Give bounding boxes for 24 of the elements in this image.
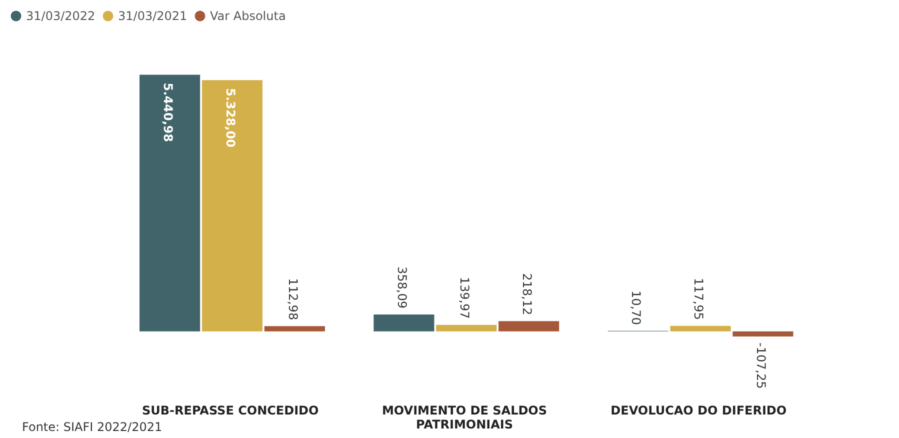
bar xyxy=(264,326,325,332)
data-label: 5.328,00 xyxy=(223,88,238,148)
bar xyxy=(140,74,200,332)
data-label: 218,12 xyxy=(520,273,534,316)
data-label: 112,98 xyxy=(286,278,300,320)
bar xyxy=(374,314,434,332)
source-note: Fonte: SIAFI 2022/2021 xyxy=(22,420,162,434)
legend-label: 31/03/2021 xyxy=(118,9,188,23)
bar xyxy=(436,324,497,332)
bar xyxy=(202,80,263,332)
data-label: 139,97 xyxy=(458,276,472,319)
bar xyxy=(498,321,560,332)
x-tick-label: SUB-REPASSE CONCEDIDO xyxy=(142,404,319,418)
legend-label: Var Absoluta xyxy=(210,9,286,23)
data-label: 117,95 xyxy=(692,278,706,320)
data-label: -107,25 xyxy=(754,342,768,389)
data-label: 5.440,98 xyxy=(160,82,175,142)
x-tick-label: DEVOLUCAO DO DIFERIDO xyxy=(610,404,787,418)
data-label: 10,70 xyxy=(629,290,644,325)
bar xyxy=(732,331,794,336)
x-tick-label: MOVIMENTO DE SALDOS PATRIMONIAIS xyxy=(382,404,548,432)
bar xyxy=(670,326,731,332)
legend-label: 31/03/2022 xyxy=(26,9,96,23)
data-label: 358,09 xyxy=(395,266,410,309)
